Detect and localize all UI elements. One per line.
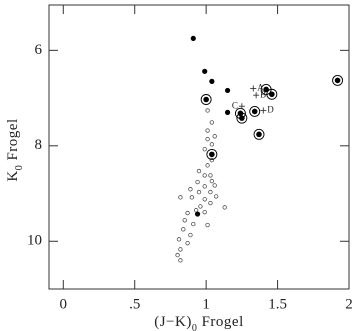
point: [222, 205, 227, 210]
point: [189, 195, 195, 200]
point: [185, 240, 190, 246]
point: [239, 115, 245, 121]
point: [205, 128, 210, 133]
point: [213, 194, 219, 199]
point: [263, 86, 269, 93]
point: [202, 173, 207, 178]
point: [334, 77, 341, 84]
axis-label: K0 Frogel: [5, 118, 24, 181]
point: [191, 221, 196, 227]
annotation-marker: [253, 92, 260, 99]
point: [175, 252, 180, 258]
point: [190, 35, 196, 42]
point: [256, 131, 262, 138]
point: [209, 78, 215, 84]
point: [194, 211, 201, 217]
y-tick-label: 8: [35, 137, 43, 153]
point: [202, 197, 207, 202]
point: [208, 173, 213, 178]
point: [205, 136, 210, 142]
point: [209, 178, 215, 184]
point: [202, 184, 207, 189]
point: [212, 183, 217, 188]
x-tick-label: 1.5: [268, 296, 287, 312]
axis-label-part: Frogel: [197, 314, 243, 330]
point: [202, 146, 207, 152]
axis-label-part: (J−K): [154, 314, 192, 330]
point-ring: [249, 105, 261, 117]
point: [205, 108, 210, 113]
x-tick-label: .5: [129, 296, 140, 312]
point: [205, 222, 210, 228]
x-tick-label: 0: [60, 296, 68, 312]
annotation-marker: [260, 107, 267, 114]
plot-frame: [48, 4, 350, 290]
point: [209, 142, 215, 147]
annotation-label: C: [232, 100, 238, 110]
point: [176, 237, 182, 242]
point: [202, 209, 207, 215]
axis-label-part: K: [5, 170, 21, 181]
annotation-label: B: [260, 89, 266, 99]
point: [188, 187, 193, 192]
annotation-marker: [238, 103, 245, 110]
x-tick-label: 1: [202, 296, 210, 312]
point: [205, 163, 210, 168]
point: [224, 109, 231, 115]
point: [203, 96, 209, 103]
point-ring: [332, 74, 344, 86]
point-ring: [266, 88, 278, 100]
point: [182, 218, 187, 223]
point: [208, 200, 213, 206]
point: [209, 151, 215, 158]
axis-label-part: Frogel: [5, 118, 21, 164]
point: [209, 157, 215, 163]
annotation-label: A: [257, 83, 264, 93]
annotation-label: D: [267, 105, 274, 115]
point-ring: [200, 94, 212, 105]
annotation-marker: [250, 85, 257, 92]
axis-label: (J−K)0 Frogel: [154, 314, 244, 331]
point: [224, 87, 231, 94]
point-ring: [253, 128, 265, 140]
y-tick-label: 10: [27, 233, 42, 249]
point: [195, 179, 200, 185]
point: [178, 258, 183, 263]
point: [209, 120, 215, 125]
point: [208, 189, 213, 195]
point: [198, 204, 203, 209]
point: [212, 134, 217, 139]
point: [181, 227, 186, 232]
point: [188, 232, 193, 238]
axis-label-part: 0: [192, 323, 198, 331]
point: [269, 91, 275, 98]
point: [178, 247, 183, 252]
axis-label-part: 0: [14, 165, 25, 171]
x-tick-label: 2: [345, 296, 353, 312]
point: [196, 168, 202, 174]
point-ring: [236, 112, 248, 124]
point-ring: [206, 148, 218, 160]
point: [196, 189, 202, 195]
point: [202, 68, 208, 74]
point: [185, 210, 190, 216]
point: [178, 195, 183, 200]
y-tick-label: 6: [35, 42, 43, 58]
point: [251, 108, 258, 115]
